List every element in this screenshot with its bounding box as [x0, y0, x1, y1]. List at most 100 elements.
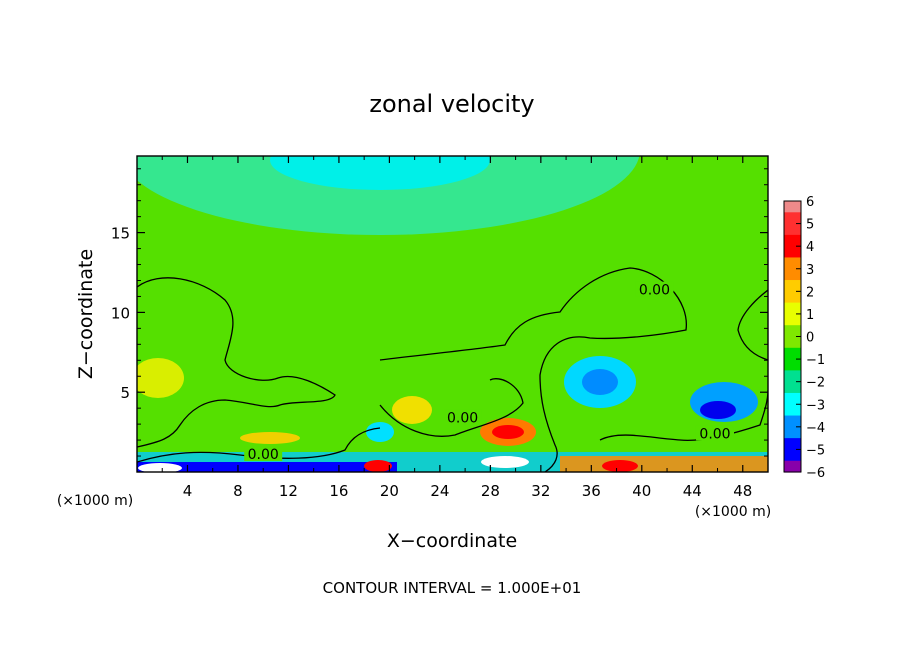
colorbar-swatch	[784, 274, 801, 281]
colorbar-swatch	[784, 398, 801, 405]
colorbar-label: −2	[806, 376, 825, 391]
colorbar-swatch	[784, 370, 801, 377]
x-axis-label: X−coordinate	[387, 530, 517, 552]
bottom-red-2	[602, 460, 638, 472]
colorbar-swatch	[784, 387, 801, 394]
colorbar-swatch	[784, 376, 801, 383]
colorbar-swatch	[784, 280, 801, 287]
x-tick-label: 48	[733, 482, 752, 500]
x-tick-label: 32	[531, 482, 550, 500]
x-tick-label: 24	[430, 482, 449, 500]
colorbar: 6 5 4 3 2 1 0 −1 −2 −3 −4 −5 −6	[783, 195, 825, 481]
colorbar-swatch	[784, 415, 801, 422]
colorbar-swatch	[784, 460, 801, 467]
y-tick-label: 10	[111, 304, 130, 322]
colorbar-swatch	[784, 246, 801, 253]
colorbar-label: 2	[806, 285, 814, 300]
plot-area	[137, 156, 768, 472]
blue-min-right-core	[700, 401, 736, 419]
y-tick-label: 5	[120, 384, 130, 402]
x-tick-label: 40	[632, 482, 651, 500]
colorbar-swatch	[784, 409, 801, 417]
colorbar-swatch	[784, 251, 801, 259]
x-tick-label: 36	[582, 482, 601, 500]
colorbar-swatch	[784, 381, 801, 388]
zero-contour-right-top	[737, 289, 768, 361]
colorbar-label: 3	[806, 263, 814, 278]
x-axis: 4 8 12 16 20 24 28 32 36 40 44 48	[161, 156, 752, 500]
bottom-white-2	[481, 456, 529, 468]
colorbar-swatch	[784, 263, 801, 270]
yellow-patch-low	[240, 432, 300, 444]
x-unit-left: (×1000 m)	[57, 493, 133, 509]
y-axis-label: Z−coordinate	[75, 249, 97, 379]
colorbar-swatch	[784, 206, 801, 213]
colorbar-swatch	[784, 285, 801, 292]
colorbar-swatch	[784, 353, 801, 360]
colorbar-label: −3	[806, 398, 825, 413]
zero-contour-bottom-left	[137, 427, 381, 463]
colorbar-swatch	[784, 364, 801, 371]
cyan-core-top	[270, 156, 490, 190]
y-axis: 5 10 15	[111, 168, 768, 457]
colorbar-swatch	[784, 308, 801, 315]
colorbar-swatch	[784, 319, 801, 326]
contour-label-bg	[695, 425, 734, 441]
plot-frame	[136, 155, 769, 473]
colorbar-swatch	[784, 240, 801, 247]
colorbar-swatch	[784, 223, 801, 230]
cyan-region-top	[137, 156, 640, 235]
colorbar-label: 4	[806, 240, 814, 255]
x-tick-label: 44	[683, 482, 702, 500]
zero-contour-left	[137, 277, 336, 448]
contour-label: 0.00	[447, 410, 478, 426]
x-tick-label: 12	[279, 482, 298, 500]
x-tick-label: 16	[329, 482, 348, 500]
colorbar-swatch	[784, 443, 801, 451]
contour-label-bg	[635, 281, 674, 297]
colorbar-label: −6	[806, 466, 825, 481]
colorbar-swatch	[784, 212, 801, 219]
colorbar-swatch	[784, 455, 801, 462]
x-tick-label: 8	[233, 482, 243, 500]
contour-label: 0.00	[639, 283, 670, 299]
bottom-red-1	[364, 460, 392, 472]
colorbar-label: 5	[806, 218, 814, 233]
contour-label-bg	[244, 446, 283, 462]
contour-label: 0.00	[248, 447, 279, 463]
cyan-patch-left	[366, 422, 394, 442]
x-tick-label: 28	[481, 482, 500, 500]
blue-min-center-core	[582, 369, 618, 395]
zero-contour-center	[379, 267, 687, 472]
colorbar-swatch	[784, 336, 801, 343]
colorbar-swatch	[784, 296, 801, 304]
x-tick-label: 20	[380, 482, 399, 500]
colorbar-swatch	[784, 257, 801, 264]
colorbar-swatch	[784, 392, 801, 400]
y-tick-label: 15	[111, 225, 130, 243]
colorbar-label: 1	[806, 308, 814, 323]
red-max-core	[492, 425, 524, 439]
chart-title: zonal velocity	[369, 90, 534, 118]
colorbar-swatch	[784, 302, 801, 309]
colorbar-swatch	[784, 201, 801, 208]
colorbar-swatch	[784, 438, 801, 445]
colorbar-swatch	[784, 466, 801, 473]
colorbar-swatch	[784, 330, 801, 338]
contour-labels: 0.00 0.00 0.00 0.00	[244, 281, 734, 463]
x-unit-right: (×1000 m)	[695, 504, 771, 520]
colorbar-swatch	[784, 421, 801, 428]
contour-label-bg	[443, 409, 482, 425]
bottom-white-1	[138, 463, 182, 472]
colorbar-swatch	[784, 432, 801, 439]
colorbar-swatch	[784, 342, 801, 349]
colorbar-swatch	[784, 359, 801, 366]
colorbar-label: 0	[806, 331, 814, 346]
colorbar-swatch	[784, 291, 801, 298]
yellow-patch-left	[137, 358, 184, 398]
colorbar-swatch	[784, 449, 801, 456]
x-tick-label: 4	[183, 482, 193, 500]
colorbar-swatch	[784, 268, 801, 275]
colorbar-swatch	[784, 426, 801, 434]
colorbar-swatch	[784, 325, 801, 332]
